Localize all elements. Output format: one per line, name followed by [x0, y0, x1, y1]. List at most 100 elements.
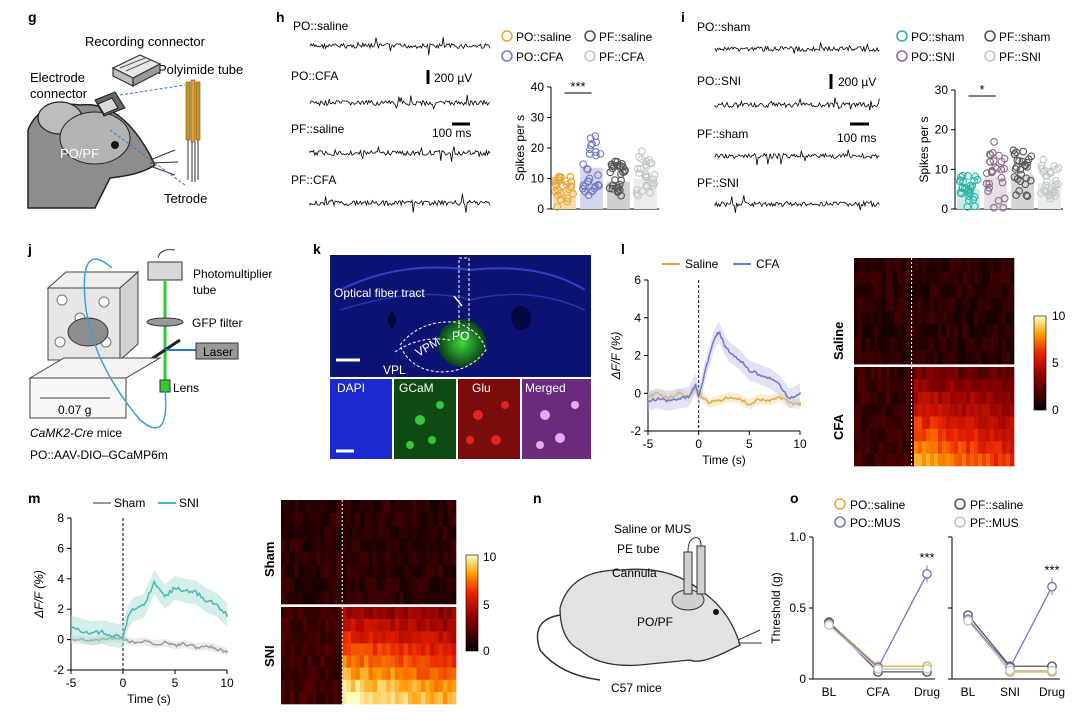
heatmap-cell — [954, 453, 959, 467]
heatmap-cell — [429, 607, 435, 620]
heatmap-cell — [894, 453, 899, 467]
heatmap-cell — [982, 367, 987, 380]
heatmap-cell — [934, 428, 939, 442]
heatmap-cell — [403, 691, 409, 705]
heatmap-cell — [316, 552, 321, 566]
heatmap-cell — [946, 284, 951, 299]
heatmap-cell — [438, 607, 444, 620]
heatmap-cell — [954, 258, 959, 272]
heatmap-cell — [294, 655, 299, 668]
heatmap-cell — [914, 428, 919, 442]
heatmap-cell — [377, 691, 382, 705]
legend-label: PO::saline — [850, 498, 906, 512]
heatmap-cell — [918, 391, 923, 405]
heatmap-cell — [926, 379, 931, 393]
heatmap-cell — [346, 552, 352, 566]
heatmap-cell — [381, 578, 387, 592]
heatmap-cell — [434, 655, 439, 668]
heatmap-cell — [281, 513, 286, 527]
data-point — [566, 173, 575, 181]
heatmap-cell — [386, 565, 391, 579]
heatmap-cell — [910, 284, 915, 299]
heatmap-cell — [407, 552, 413, 566]
heatmap-cell — [337, 552, 343, 566]
heatmap-cell — [910, 379, 915, 393]
heatmap-cell — [311, 691, 317, 705]
heatmap-cell — [1006, 311, 1011, 325]
heatmap-cell — [302, 631, 308, 644]
heatmap-cell — [333, 691, 339, 705]
channel-label: Glu — [472, 381, 491, 395]
heatmap-cell — [394, 631, 400, 644]
heatmap-cell — [914, 350, 919, 365]
heatmap-cell — [364, 607, 369, 620]
heatmap-cell — [886, 271, 891, 285]
heatmap-cell — [958, 337, 963, 352]
data-point — [569, 190, 577, 198]
legend-label: PO::CFA — [516, 50, 563, 64]
heatmap-cell — [878, 367, 883, 380]
heatmap-cell — [854, 404, 859, 417]
heatmap-cell — [311, 667, 317, 680]
data-point — [1023, 192, 1032, 201]
heatmap-cell — [364, 643, 369, 656]
heatmap-cell — [894, 379, 899, 393]
label-lens: Lens — [173, 381, 199, 395]
heatmap-cell — [281, 607, 286, 620]
data-point — [579, 160, 588, 169]
heatmap-cell — [1010, 416, 1015, 430]
heatmap-cell — [372, 667, 378, 680]
data-point — [1016, 177, 1025, 186]
heatmap-cell — [990, 324, 995, 338]
heatmap-cell — [294, 539, 299, 553]
heatmap-cell — [337, 631, 343, 644]
data-point — [1023, 163, 1031, 171]
heatmap-cell — [894, 284, 899, 299]
ephys-trace — [714, 195, 880, 213]
heatmap-cell — [874, 428, 879, 442]
heatmap-cell — [377, 526, 382, 540]
heatmap-cell — [412, 539, 417, 553]
heatmap-cell — [898, 337, 903, 352]
data-point — [562, 180, 571, 189]
heatmap-cell — [342, 539, 347, 553]
legend-label: PF::saline — [970, 498, 1024, 512]
heatmap-cell — [372, 631, 378, 644]
heatmap-cell — [890, 367, 895, 380]
heatmap-cell — [346, 500, 352, 514]
heatmap-cell — [858, 311, 863, 325]
heatmap-cell — [333, 513, 339, 527]
x-tick-label: Drug — [914, 685, 940, 699]
heatmap-cell — [974, 324, 979, 338]
heatmap-cell — [986, 379, 991, 393]
heatmap-cell — [390, 631, 396, 644]
heatmap-cell — [407, 667, 413, 680]
heatmap-cell — [302, 578, 308, 592]
heatmap-cell — [966, 441, 971, 454]
heatmap-cell — [425, 565, 431, 579]
heatmap-cell — [324, 655, 330, 668]
series-line — [828, 573, 928, 669]
heatmap-cell — [954, 337, 959, 352]
heatmap-cell — [294, 500, 299, 514]
heatmap-cell — [403, 655, 409, 668]
heatmap-cell — [854, 350, 859, 365]
heatmap-cell — [386, 691, 391, 705]
heatmap-cell — [918, 379, 923, 393]
heatmap-cell — [874, 453, 879, 467]
heatmap-cell — [355, 513, 361, 527]
data-point — [563, 197, 572, 206]
heatmap-cell — [429, 631, 435, 644]
data-point — [1026, 176, 1035, 185]
heatmap-cell — [311, 655, 317, 668]
heatmap-cell — [386, 619, 391, 632]
heatmap-cell — [342, 513, 347, 527]
heatmap-cell — [954, 428, 959, 442]
heatmap-cell — [416, 667, 422, 680]
heatmap-cell — [447, 565, 452, 579]
heatmap-cell — [302, 607, 308, 620]
heatmap-cell — [324, 667, 330, 680]
heatmap-cell — [381, 539, 387, 553]
heatmap-cell — [394, 655, 400, 668]
heatmap-cell — [442, 667, 448, 680]
